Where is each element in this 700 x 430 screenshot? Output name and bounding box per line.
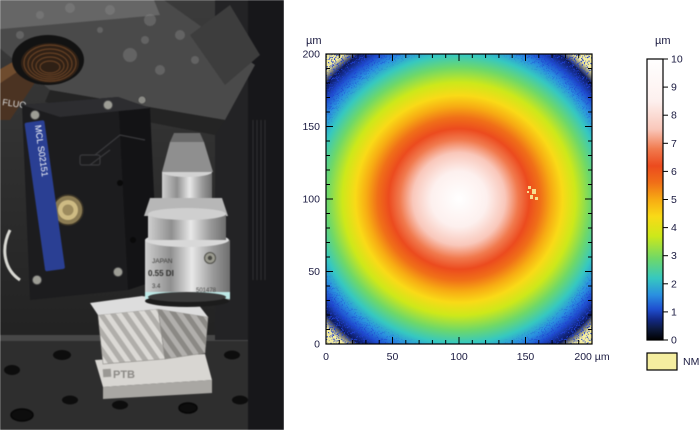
svg-text:6: 6 bbox=[671, 166, 677, 178]
svg-text:NM: NM bbox=[683, 356, 699, 368]
svg-text:2: 2 bbox=[671, 278, 677, 290]
svg-text:50: 50 bbox=[387, 351, 399, 363]
svg-text:0: 0 bbox=[323, 351, 329, 363]
svg-text:JAPAN: JAPAN bbox=[152, 258, 173, 265]
svg-text:5: 5 bbox=[671, 194, 677, 206]
svg-text:150: 150 bbox=[302, 121, 320, 133]
svg-text:4: 4 bbox=[671, 222, 677, 234]
svg-text:100: 100 bbox=[302, 194, 320, 206]
svg-text:150: 150 bbox=[517, 351, 535, 363]
svg-text:8: 8 bbox=[671, 110, 677, 122]
svg-text:7: 7 bbox=[671, 138, 677, 150]
svg-text:50: 50 bbox=[308, 266, 320, 278]
svg-text:0: 0 bbox=[314, 339, 320, 351]
svg-text:3.4: 3.4 bbox=[152, 284, 161, 290]
svg-text:10: 10 bbox=[671, 54, 683, 66]
svg-text:µm: µm bbox=[655, 35, 671, 47]
svg-text:200: 200 bbox=[302, 49, 320, 61]
svg-text:PTB: PTB bbox=[113, 369, 135, 381]
svg-text:3: 3 bbox=[671, 250, 677, 262]
svg-text:1: 1 bbox=[671, 306, 677, 318]
svg-text:0.55 DI: 0.55 DI bbox=[148, 269, 174, 278]
svg-text:9: 9 bbox=[671, 82, 677, 94]
svg-text:200 µm: 200 µm bbox=[574, 351, 609, 363]
svg-text:100: 100 bbox=[450, 351, 468, 363]
svg-text:501478: 501478 bbox=[196, 288, 217, 294]
svg-text:0: 0 bbox=[671, 335, 677, 347]
svg-text:µm: µm bbox=[306, 35, 322, 47]
